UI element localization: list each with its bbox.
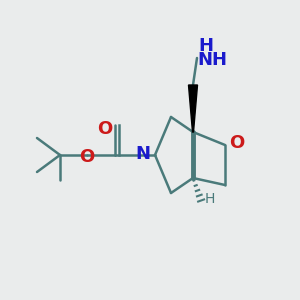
Text: H: H (205, 192, 215, 206)
Text: O: O (229, 134, 244, 152)
Polygon shape (188, 85, 197, 132)
Text: O: O (98, 120, 112, 138)
Text: N: N (135, 145, 150, 163)
Text: H: H (198, 37, 213, 55)
Text: NH: NH (197, 51, 227, 69)
Text: O: O (80, 148, 94, 166)
